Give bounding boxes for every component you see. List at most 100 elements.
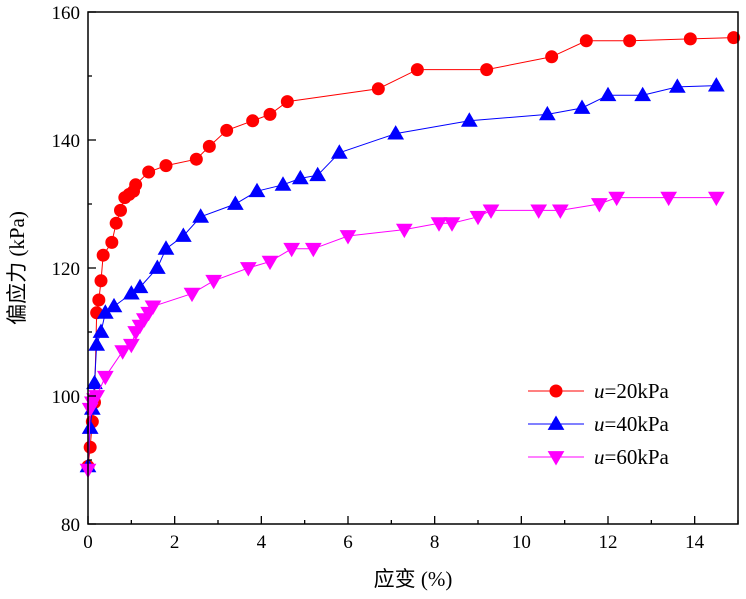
legend-label: u=40kPa [594, 412, 670, 436]
legend-marker [547, 415, 565, 430]
data-point [551, 204, 569, 219]
data-point [148, 259, 166, 274]
data-point [410, 63, 424, 77]
y-tick-label: 140 [52, 131, 81, 152]
data-point [246, 114, 260, 128]
data-point [304, 242, 322, 258]
data-point [159, 159, 173, 173]
data-point [122, 338, 140, 354]
legend-label: u=20kPa [594, 379, 670, 403]
data-point [96, 248, 110, 262]
series-2 [79, 191, 725, 479]
data-point [96, 370, 114, 386]
y-tick-label: 80 [61, 515, 80, 536]
legend-marker [547, 451, 565, 466]
data-point [144, 300, 162, 315]
legend-label: u=60kPa [594, 445, 670, 469]
data-point [608, 191, 626, 207]
legend-entry-0: u=20kPa [528, 379, 670, 403]
y-axis-title: 偏应力 (kPa) [5, 211, 29, 325]
data-point [387, 125, 405, 140]
data-point [430, 217, 448, 232]
data-point [105, 235, 119, 249]
data-point [157, 240, 175, 255]
data-point [263, 107, 277, 121]
data-point [274, 176, 292, 191]
x-tick-label: 14 [685, 532, 705, 553]
data-point [727, 31, 741, 45]
data-point [192, 208, 210, 223]
data-point [131, 278, 149, 294]
data-point [105, 297, 123, 313]
data-point [660, 191, 678, 207]
data-point [220, 123, 234, 137]
data-point [88, 390, 106, 405]
data-point [205, 274, 223, 290]
series-line [87, 85, 717, 467]
data-point [469, 210, 487, 226]
data-point [634, 86, 652, 102]
data-point [283, 242, 301, 258]
data-point [291, 169, 309, 185]
data-point [189, 152, 203, 166]
data-point [530, 204, 548, 219]
data-point [248, 182, 266, 198]
data-point [83, 440, 97, 454]
data-point [109, 216, 123, 230]
data-point [280, 95, 294, 109]
data-point [202, 139, 216, 153]
data-point [599, 86, 617, 102]
x-tick-label: 8 [430, 532, 440, 553]
data-point [239, 262, 257, 277]
axis-layer: 0 2 4 6 8 10 12 14 80 100 120 140 160 [52, 3, 739, 553]
data-point [261, 255, 279, 271]
data-point [480, 63, 494, 77]
data-point [174, 227, 192, 242]
legend-label-value: =40kPa [605, 412, 670, 436]
data-point [94, 274, 108, 288]
data-point [226, 195, 244, 210]
data-point [460, 112, 478, 127]
data-point [330, 144, 348, 159]
data-point [538, 105, 556, 121]
data-point [590, 198, 608, 213]
data-point [88, 336, 106, 351]
data-point [623, 34, 637, 48]
data-point [683, 32, 697, 46]
data-point [114, 345, 132, 360]
legend-label-variable: u [594, 379, 605, 403]
legend-label-value: =60kPa [605, 445, 670, 469]
data-point [579, 34, 593, 48]
legend-label-variable: u [594, 412, 605, 436]
series-layer [79, 31, 741, 479]
data-point [707, 77, 725, 92]
data-point [443, 217, 461, 232]
y-tick-label: 160 [52, 3, 81, 24]
data-point [92, 293, 106, 307]
y-tick-label: 120 [52, 259, 81, 280]
data-point [86, 374, 103, 390]
legend-entry-1: u=40kPa [528, 412, 670, 436]
data-point [183, 287, 201, 303]
data-point [114, 203, 127, 217]
x-axis-title: 应变 (%) [374, 567, 453, 591]
data-point [129, 178, 143, 192]
data-point [668, 78, 686, 93]
data-point [92, 323, 110, 338]
data-point [395, 223, 413, 239]
series-1 [79, 77, 725, 473]
data-point [339, 230, 357, 245]
legend-label-variable: u [594, 445, 605, 469]
data-point [707, 191, 725, 207]
data-point [309, 166, 327, 182]
data-point [545, 50, 559, 64]
y-tick-label: 100 [52, 387, 81, 408]
x-tick-label: 2 [170, 532, 180, 553]
data-point [81, 419, 99, 434]
data-point [371, 82, 385, 96]
x-tick-label: 10 [512, 532, 531, 553]
legend-marker [549, 384, 563, 398]
legend-label-value: =20kPa [605, 379, 670, 403]
x-tick-label: 0 [83, 532, 93, 553]
